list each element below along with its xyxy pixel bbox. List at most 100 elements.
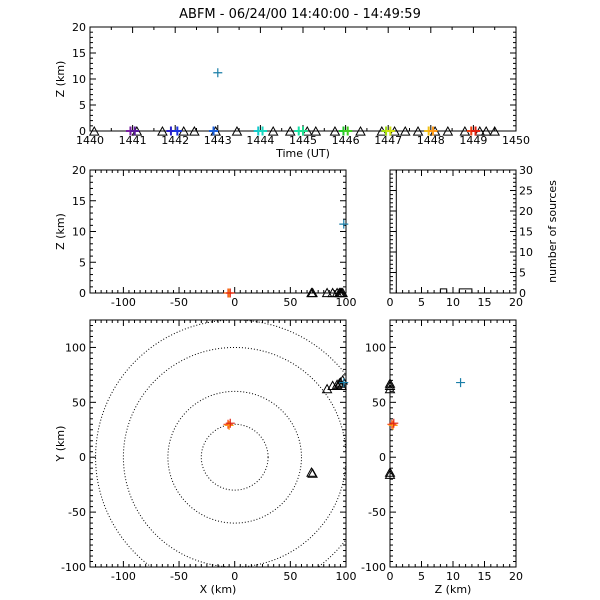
- z-y-panel: 0 5 10 15 20 -100 -50 0 50 100 Z (km): [361, 319, 523, 596]
- x-tick-label: -50: [170, 570, 188, 583]
- station-triangle: [480, 125, 492, 136]
- x-tick-label: 1445: [289, 134, 317, 147]
- y-tick-label: 15: [72, 47, 86, 60]
- x-tick-label: 1448: [417, 134, 445, 147]
- x-tick-label: 0: [387, 296, 394, 309]
- station-triangle: [231, 125, 243, 136]
- histogram-bar: [440, 289, 446, 293]
- y-tick-label: 20: [72, 164, 86, 177]
- y-tick-label: 20: [519, 205, 533, 218]
- station-triangle: [307, 468, 318, 478]
- source-marker: [225, 418, 235, 428]
- station-triangle: [384, 469, 396, 479]
- plot-frame: [389, 169, 517, 294]
- x-tick-label: 1442: [161, 134, 189, 147]
- station-triangle: [321, 383, 333, 394]
- station-triangle: [337, 287, 349, 298]
- source-marker: [130, 126, 140, 136]
- y-tick-label: -50: [368, 506, 386, 519]
- range-ring: [167, 390, 302, 524]
- source-marker: [339, 219, 349, 229]
- station-triangle: [337, 374, 349, 385]
- y-tick-label: 100: [365, 341, 386, 354]
- y-tick-label: 5: [79, 99, 86, 112]
- station-triangle: [88, 125, 100, 136]
- station-triangle: [384, 380, 396, 390]
- y-tick-label: 50: [372, 396, 386, 409]
- source-marker: [343, 126, 353, 136]
- station-triangle: [399, 125, 411, 136]
- x-z-panel: -100 -50 0 50 100 0 5 10 15 20 Z (km): [54, 164, 357, 309]
- y-tick-label: -100: [61, 561, 86, 574]
- y-tick-label: 15: [72, 195, 86, 208]
- x-tick-label: 1450: [502, 134, 530, 147]
- plot-frame: [89, 169, 347, 294]
- histogram-outline: [389, 169, 516, 294]
- x-tick-label: 1440: [76, 134, 104, 147]
- y-tick-label: 100: [65, 341, 86, 354]
- y-tick-label: 0: [79, 451, 86, 464]
- x-tick-label: 10: [446, 296, 460, 309]
- y-tick-label: 20: [72, 21, 86, 34]
- y-tick-label: 5: [79, 256, 86, 269]
- source-marker: [428, 126, 438, 136]
- x-axis-label: Z (km): [435, 583, 472, 596]
- x-tick-label: 100: [336, 570, 357, 583]
- source-marker: [224, 420, 234, 430]
- station-triangle: [412, 125, 424, 136]
- station-triangle: [442, 125, 454, 136]
- y-tick-label: 10: [72, 226, 86, 239]
- station-triangle: [310, 125, 322, 136]
- x-tick-label: 0: [231, 570, 238, 583]
- range-ring: [200, 423, 269, 491]
- x-tick-label: 1444: [246, 134, 274, 147]
- source-marker: [209, 126, 219, 136]
- x-tick-label: 15: [478, 570, 492, 583]
- station-triangle: [307, 287, 318, 298]
- station-triangle: [189, 125, 200, 136]
- x-tick-label: 20: [509, 570, 523, 583]
- source-marker: [213, 68, 223, 78]
- y-tick-label: 10: [519, 246, 533, 259]
- x-tick-label: 20: [509, 296, 523, 309]
- y-axis-label: Z (km): [54, 213, 67, 250]
- x-tick-label: 5: [418, 570, 425, 583]
- station-triangle: [355, 125, 366, 136]
- x-tick-label: -100: [111, 570, 136, 583]
- station-triangle: [267, 125, 279, 136]
- x-tick-label: 5: [418, 296, 425, 309]
- station-triangle: [329, 125, 341, 136]
- y-tick-label: 50: [72, 396, 86, 409]
- y-tick-label: -50: [68, 506, 86, 519]
- y-tick-label: 0: [79, 125, 86, 138]
- source-marker: [471, 126, 481, 136]
- y-tick-label: 25: [519, 185, 533, 198]
- source-marker: [298, 126, 308, 136]
- source-marker: [258, 126, 268, 136]
- source-marker: [223, 419, 233, 429]
- x-tick-label: -50: [170, 296, 188, 309]
- source-marker: [456, 378, 466, 388]
- x-tick-label: 50: [283, 570, 297, 583]
- plot-frame: [89, 319, 347, 568]
- x-tick-label: 1447: [374, 134, 402, 147]
- time-height-panel: 1440 1441 1442 1443 1444 1445 1446 1447 1448 1449…: [54, 21, 530, 160]
- x-tick-label: 0: [387, 570, 394, 583]
- station-triangle: [284, 125, 296, 136]
- source-marker: [385, 126, 395, 136]
- x-tick-label: 15: [478, 296, 492, 309]
- x-axis-label: X (km): [200, 583, 237, 596]
- source-marker: [225, 288, 235, 298]
- x-tick-label: 1449: [459, 134, 487, 147]
- x-tick-label: 50: [283, 296, 297, 309]
- y-tick-label: 10: [72, 73, 86, 86]
- station-triangle: [327, 380, 338, 390]
- station-triangle: [384, 378, 396, 388]
- y-tick-label: 0: [79, 287, 86, 300]
- y-tick-label: -100: [361, 561, 386, 574]
- y-axis-label: Z (km): [54, 61, 67, 98]
- x-tick-label: 100: [336, 296, 357, 309]
- source-marker: [388, 420, 398, 430]
- station-triangle: [384, 383, 396, 394]
